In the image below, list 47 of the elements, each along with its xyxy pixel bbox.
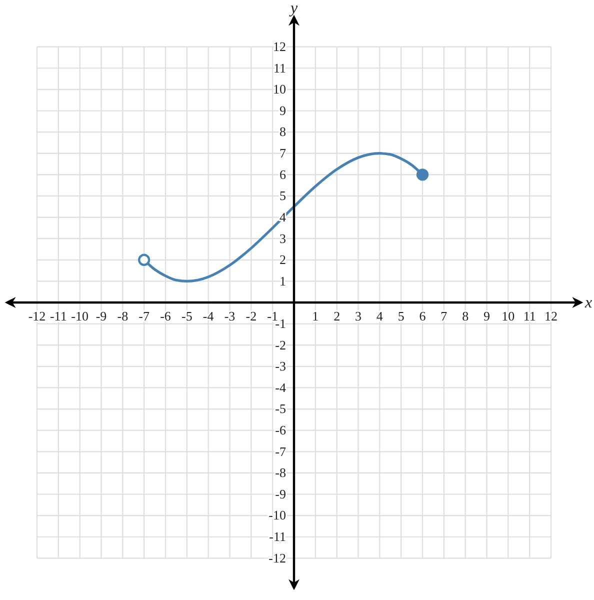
x-tick-label: 10 <box>502 308 515 324</box>
y-tick-label: 3 <box>280 230 286 246</box>
y-tick-label: -10 <box>268 508 286 523</box>
x-tick-label: -5 <box>181 308 192 324</box>
y-axis-title: y <box>288 0 298 17</box>
y-tick-label: -6 <box>275 422 286 438</box>
y-tick-label: 12 <box>273 38 286 54</box>
x-tick-label: 5 <box>398 308 404 324</box>
y-tick-label: -12 <box>268 550 286 566</box>
y-tick-label: -5 <box>275 401 286 416</box>
x-tick-label: 6 <box>419 308 426 324</box>
x-tick-label: 4 <box>376 308 384 324</box>
y-tick-label: -2 <box>275 337 286 352</box>
y-tick-label: -8 <box>275 465 286 480</box>
y-tick-label: -3 <box>275 358 286 374</box>
x-tick-label: 2 <box>334 308 340 324</box>
y-tick-label: 9 <box>280 102 286 118</box>
x-tick-label: 8 <box>462 308 469 324</box>
x-axis-title: x <box>584 294 592 312</box>
x-tick-label: 7 <box>440 308 448 324</box>
x-tick-label: -10 <box>71 308 88 324</box>
y-tick-label: 5 <box>280 188 286 204</box>
x-tick-label: -8 <box>117 308 128 324</box>
x-tick-label: 3 <box>355 308 362 324</box>
y-tick-label: 1 <box>280 273 286 288</box>
x-tick-label: -2 <box>246 308 257 324</box>
x-tick-label: -12 <box>28 308 46 324</box>
y-tick-label: 10 <box>273 82 286 97</box>
x-tick-label: -9 <box>96 308 107 324</box>
y-tick-label: 2 <box>280 252 286 268</box>
y-tick-label: -7 <box>275 444 286 459</box>
y-tick-label: 8 <box>280 124 286 140</box>
x-tick-label: -4 <box>202 308 214 324</box>
x-tick-label: 9 <box>484 308 490 324</box>
y-tick-label: -4 <box>275 380 286 395</box>
x-tick-label: 12 <box>544 308 558 324</box>
x-tick-label: -11 <box>50 308 67 324</box>
x-tick-label: 11 <box>523 308 536 324</box>
y-tick-label: -11 <box>269 529 286 544</box>
x-tick-label: 1 <box>312 308 319 324</box>
y-tick-label: 11 <box>273 60 286 76</box>
x-tick-label: -3 <box>224 308 236 324</box>
y-tick-label: 6 <box>280 166 286 182</box>
x-tick-label: -6 <box>160 308 172 324</box>
x-tick-label: -7 <box>138 308 150 324</box>
y-tick-label: 7 <box>280 146 286 161</box>
y-tick-label: -9 <box>275 486 286 502</box>
